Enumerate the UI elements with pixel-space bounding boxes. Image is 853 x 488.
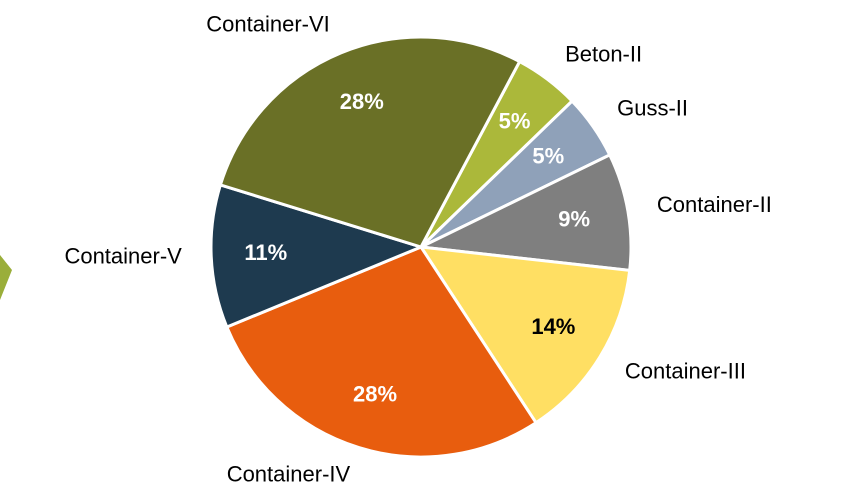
- category-label: Container-IV: [227, 462, 351, 487]
- value-label: 14%: [531, 314, 575, 339]
- category-label: Container-III: [625, 358, 746, 383]
- category-label: Guss-II: [617, 95, 688, 120]
- pie-slice: [218, 35, 522, 249]
- decor-arrow: [0, 255, 12, 300]
- category-label: Container-II: [657, 192, 772, 217]
- value-label: 9%: [558, 206, 590, 231]
- value-label: 5%: [532, 144, 564, 169]
- category-label: Container-VI: [206, 11, 330, 36]
- value-label: 5%: [499, 109, 531, 134]
- value-label: 28%: [353, 381, 397, 406]
- value-label: 28%: [340, 89, 384, 114]
- category-label: Beton-II: [565, 42, 642, 67]
- pie-slice: [417, 245, 632, 425]
- value-label: 11%: [244, 240, 287, 265]
- pie-slice: [209, 183, 426, 329]
- pie-slice: [224, 245, 539, 459]
- pie-slice: [415, 152, 633, 273]
- category-label: Container-V: [64, 244, 182, 269]
